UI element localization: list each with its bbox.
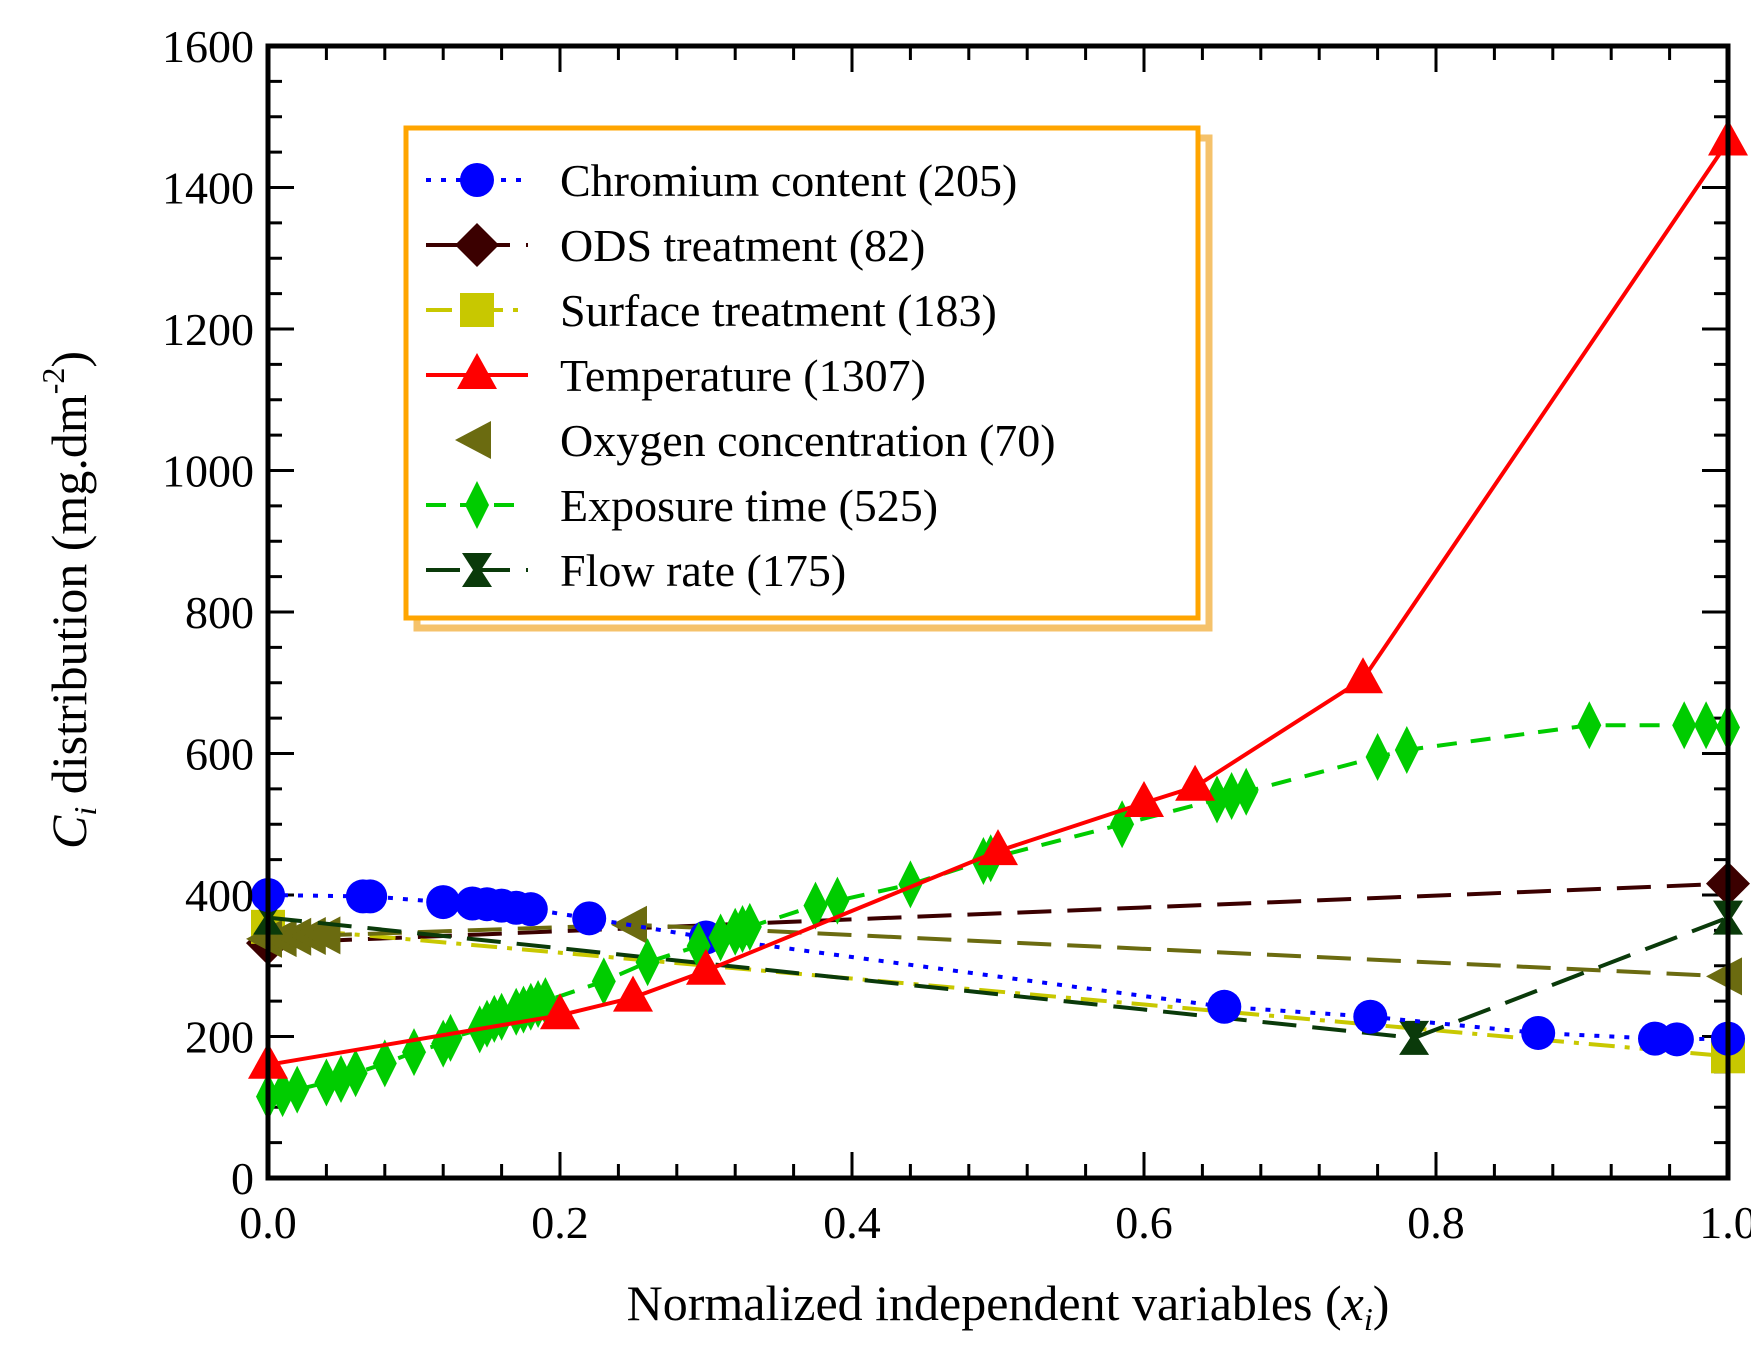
y-tick-label: 600 — [185, 729, 254, 780]
legend-item: Chromium content (205) — [426, 155, 1017, 206]
series-line — [267, 881, 1729, 946]
legend-item: Oxygen concentration (70) — [455, 415, 1056, 466]
x-tick-label: 0.0 — [239, 1197, 297, 1248]
data-point — [1694, 701, 1719, 750]
y-axis-title: Ci distribution (mg.dm-2) — [35, 351, 103, 849]
data-point — [1175, 764, 1216, 801]
data-point — [978, 829, 1018, 866]
tick-label-layer: 0.0 0.2 0.4 0.6 0.8 1.0 0 200 400 600 800 1000 1200 1… — [162, 21, 1751, 1248]
legend-marker — [455, 421, 491, 459]
legend-marker — [462, 553, 492, 587]
data-point — [540, 993, 580, 1030]
y-tick-label: 0 — [231, 1153, 254, 1204]
series-line — [267, 924, 1729, 1059]
data-point — [343, 1049, 368, 1098]
data-point — [1672, 701, 1697, 750]
x-tick-label: 0.6 — [1115, 1197, 1173, 1248]
data-point — [1399, 1020, 1430, 1055]
legend-marker — [460, 163, 494, 197]
data-point — [686, 948, 726, 985]
data-point — [803, 881, 828, 930]
data-point — [635, 938, 660, 987]
legend-item: ODS treatment (82) — [426, 220, 925, 271]
legend-marker — [465, 481, 489, 529]
legend-label: Exposure time (525) — [560, 480, 938, 531]
legend-item: Exposure time (525) — [426, 480, 938, 531]
data-point — [613, 975, 653, 1012]
data-point — [489, 992, 514, 1041]
data-point — [1659, 1022, 1694, 1057]
legend-marker — [455, 223, 499, 267]
data-point — [1207, 989, 1242, 1024]
legend-marker — [460, 293, 494, 327]
series-layer — [246, 119, 1750, 1121]
data-point — [402, 1028, 426, 1077]
x-tick-label: 0.4 — [823, 1197, 881, 1248]
y-tick-label: 1400 — [162, 163, 254, 214]
legend-label: ODS treatment (82) — [560, 220, 925, 271]
data-point — [1353, 999, 1388, 1034]
legend-label: Flow rate (175) — [560, 545, 846, 596]
legend-label: Surface treatment (183) — [560, 285, 997, 336]
x-tick-label: 0.2 — [531, 1197, 589, 1248]
data-point — [1394, 725, 1419, 774]
data-point — [737, 902, 762, 951]
data-point — [270, 1069, 295, 1118]
x-axis-title: Normalized independent variables (xi) — [627, 1275, 1390, 1337]
legend-label: Oxygen concentration (70) — [560, 415, 1056, 466]
data-point — [438, 1013, 463, 1062]
legend-label: Chromium content (205) — [560, 155, 1017, 206]
data-point — [1706, 957, 1742, 996]
data-point — [898, 860, 923, 909]
data-point — [1205, 775, 1229, 824]
data-point — [1219, 771, 1244, 820]
data-point — [513, 892, 548, 927]
legend: Chromium content (205) ODS treatment (82)… — [403, 125, 1213, 632]
y-tick-label: 1600 — [162, 21, 254, 72]
x-tick-label: 0.8 — [1407, 1197, 1465, 1248]
data-point — [314, 1058, 339, 1107]
legend-label: Temperature (1307) — [560, 350, 926, 401]
plot-frame — [265, 43, 1731, 1181]
data-point — [591, 957, 616, 1006]
y-tick-label: 200 — [185, 1012, 254, 1063]
legend-marker — [457, 353, 497, 389]
data-point — [353, 879, 388, 914]
data-point — [372, 1039, 397, 1088]
y-tick-label: 1000 — [162, 446, 254, 497]
x-tick-label: 1.0 — [1699, 1197, 1751, 1248]
data-point — [426, 885, 461, 920]
legend-item: Flow rate (175) — [426, 545, 846, 596]
series-line — [267, 893, 1729, 1042]
data-point — [1365, 733, 1390, 782]
legend-item: Surface treatment (183) — [426, 285, 997, 336]
legend-item: Temperature (1307) — [426, 350, 926, 401]
y-tick-label: 800 — [185, 587, 254, 638]
data-point — [1124, 781, 1164, 818]
y-tick-label: 1200 — [162, 304, 254, 355]
data-point — [1343, 657, 1383, 694]
y-tick-label: 400 — [185, 870, 254, 921]
data-point — [285, 1065, 310, 1114]
data-point — [1577, 701, 1602, 750]
data-point — [572, 901, 607, 936]
data-point — [1234, 767, 1259, 816]
data-point — [1521, 1015, 1556, 1050]
